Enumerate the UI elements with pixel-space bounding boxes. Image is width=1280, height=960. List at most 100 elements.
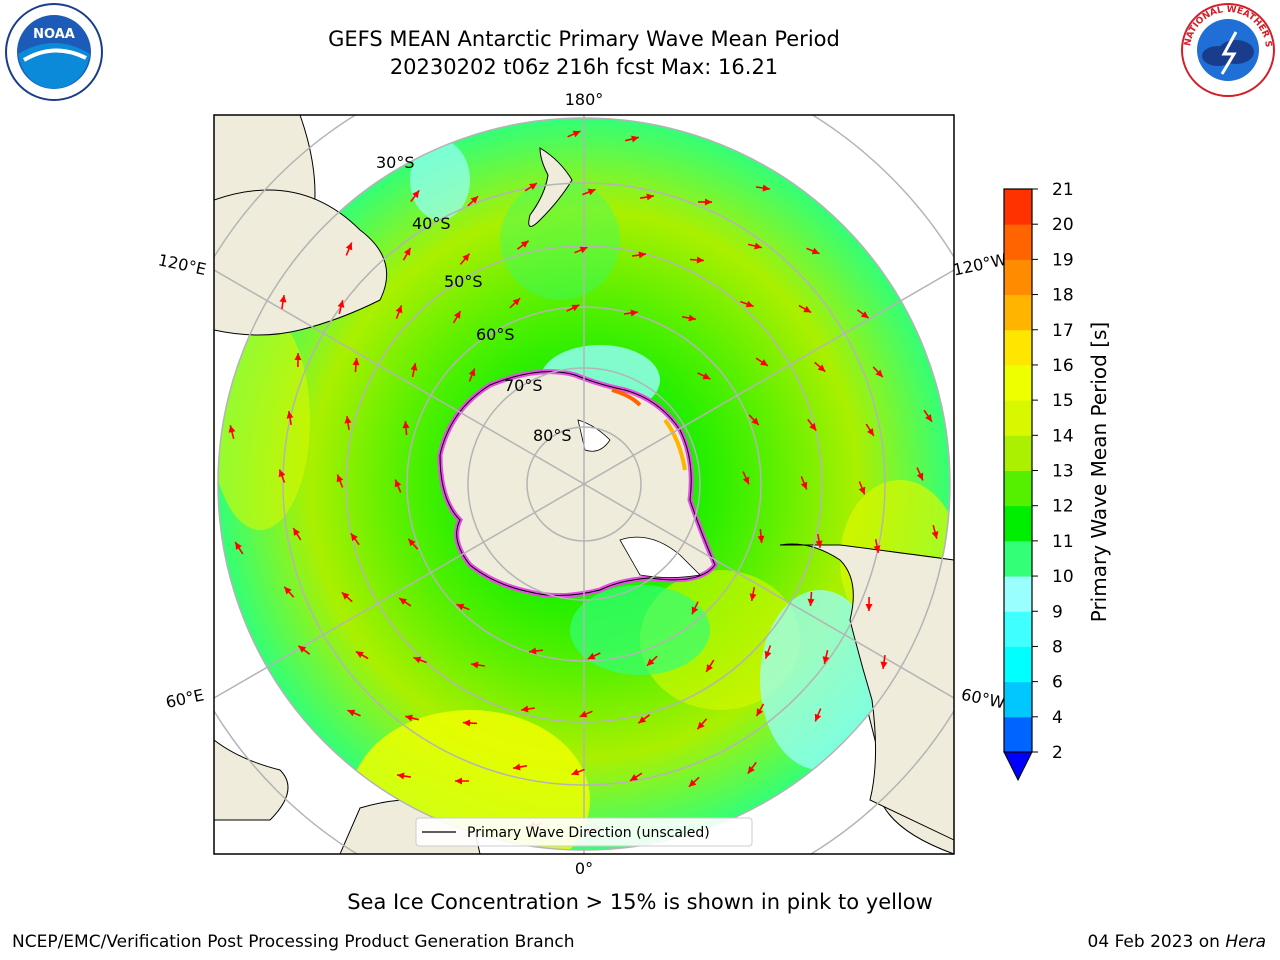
colorbar-tick-label: 15	[1052, 391, 1074, 411]
colorbar-tick-label: 4	[1052, 708, 1063, 728]
colorbar-band	[1004, 540, 1032, 577]
wave-arrow	[341, 591, 353, 603]
wave-arrow	[278, 469, 286, 483]
wave-arrow	[234, 541, 244, 555]
wave-arrow	[691, 601, 699, 615]
wave-arrow	[520, 705, 536, 713]
wave-arrow	[865, 596, 873, 612]
wave-arrow	[923, 409, 933, 423]
wave-arrow	[413, 656, 427, 664]
wave-arrow	[629, 772, 643, 782]
graticule	[214, 115, 954, 854]
colorbar-band	[1004, 364, 1032, 401]
wave-arrow	[697, 372, 711, 380]
lat-label-70s: 70°S	[504, 376, 543, 395]
wave-arrow	[395, 305, 403, 319]
map-legend: Primary Wave Direction (unscaled)	[415, 817, 753, 847]
lat-label-60s: 60°S	[476, 325, 515, 344]
colorbar-band	[1004, 505, 1032, 542]
colorbar-band	[1004, 329, 1032, 366]
wave-arrow	[292, 527, 302, 541]
noaa-logo-text: NOAA	[33, 27, 75, 42]
wave-arrow	[350, 532, 360, 546]
wave-arrow	[625, 135, 639, 143]
wave-arrow	[470, 661, 486, 669]
wave-arrow	[228, 425, 236, 439]
colorbar-tick-label: 6	[1052, 673, 1063, 693]
footer-date: 04 Feb 2023 on Hera	[1088, 932, 1266, 952]
wave-arrow	[405, 714, 419, 722]
wave-arrow	[524, 182, 538, 192]
wave-arrow	[696, 718, 708, 730]
colorbar-tick-label: 20	[1052, 215, 1074, 235]
wave-arrow	[567, 130, 581, 138]
chart-title: GEFS MEAN Antarctic Primary Wave Mean Pe…	[328, 27, 840, 51]
wave-arrow	[407, 538, 419, 550]
wave-arrow	[294, 352, 302, 368]
wave-arrow	[352, 357, 360, 373]
wave-arrow	[755, 184, 771, 192]
wave-arrow	[459, 253, 471, 265]
chart-subtitle: 20230202 t06z 216h fcst Max: 16.21	[389, 55, 779, 79]
nws-logo: NATIONAL WEATHER SERVICE	[1178, 2, 1275, 97]
colorbar-tick-label: 12	[1052, 497, 1074, 517]
wave-arrow	[623, 309, 639, 317]
meridian-label-120w: 120°W	[951, 250, 1008, 280]
colorbar-band	[1004, 646, 1032, 683]
wave-arrow	[689, 256, 705, 264]
wave-arrow	[410, 362, 418, 378]
wave-arrow	[516, 240, 530, 250]
lat-label-30s: 30°S	[376, 153, 415, 172]
wave-arrow	[755, 703, 765, 717]
wave-arrow	[286, 410, 294, 426]
footer-host: Hera	[1225, 932, 1266, 952]
wave-arrow	[755, 357, 769, 367]
meridian-label-120e: 120°E	[156, 250, 208, 279]
wave-arrow	[512, 763, 528, 771]
colorbar: 2 4 6 8 9 10 11 12 13 14 15 16 17 18 19 20 21 Primary Wa…	[1003, 180, 1111, 782]
wave-arrow	[355, 650, 369, 660]
wave-arrow	[748, 414, 760, 426]
wave-arrow	[757, 528, 765, 544]
wave-arrow	[509, 297, 521, 309]
wave-arrow	[798, 304, 812, 314]
wave-arrow	[646, 655, 658, 667]
colorbar-ticks: 2 4 6 8 9 10 11 12 13 14 15 16 17 18 19 20 21	[1032, 180, 1074, 763]
colorbar-band	[1004, 470, 1032, 507]
colorbar-tick-label: 17	[1052, 321, 1074, 341]
wave-direction-arrows	[228, 130, 939, 834]
colorbar-tick-label: 13	[1052, 462, 1074, 482]
wave-arrow	[582, 188, 596, 196]
colorbar-band	[1004, 400, 1032, 436]
wave-arrow	[347, 709, 361, 717]
wave-arrow	[807, 418, 817, 432]
lat-label-40s: 40°S	[412, 214, 451, 233]
meridian-label-60e: 60°E	[164, 685, 206, 712]
wave-arrow	[337, 300, 345, 314]
lat-label-80s: 80°S	[533, 426, 572, 445]
wave-arrow	[336, 474, 344, 488]
colorbar-tick-label: 8	[1052, 637, 1063, 657]
wave-arrow	[800, 476, 808, 490]
wave-arrow	[872, 366, 884, 378]
colorbar-tick-label: 2	[1052, 743, 1063, 763]
colorbar-extend-arrow	[1003, 751, 1033, 782]
wave-arrow	[749, 586, 757, 602]
colorbar-tick-label: 21	[1052, 180, 1074, 200]
wave-arrow	[814, 708, 822, 722]
wave-arrow	[858, 481, 866, 495]
wave-arrow	[462, 719, 478, 727]
wave-arrow	[697, 198, 713, 206]
wave-arrow	[873, 538, 881, 554]
wave-arrow	[467, 195, 479, 207]
wave-arrow	[807, 591, 815, 607]
wave-arrow	[571, 768, 585, 776]
colorbar-tick-label: 9	[1052, 602, 1063, 622]
colorbar-label: Primary Wave Mean Period [s]	[1087, 322, 1111, 623]
colorbar-band	[1004, 611, 1032, 647]
wave-arrow	[452, 310, 462, 324]
wave-arrow	[631, 251, 647, 259]
colorbar-band	[1004, 224, 1032, 260]
sea-ice-caption: Sea Ice Concentration > 15% is shown in …	[347, 890, 933, 914]
colorbar-tick-label: 14	[1052, 426, 1074, 446]
